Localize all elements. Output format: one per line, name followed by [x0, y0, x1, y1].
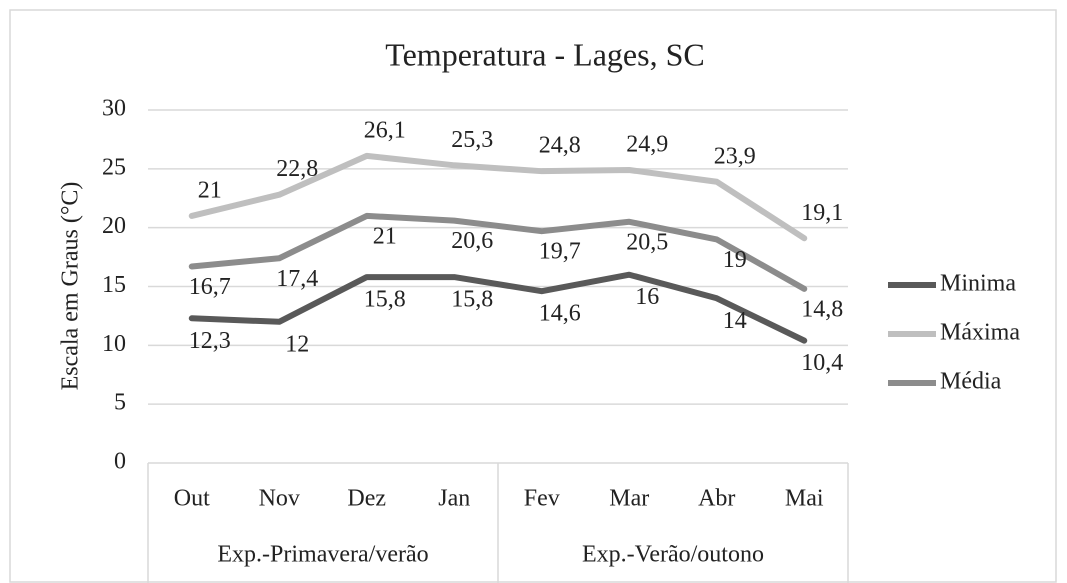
data-label: 20,6: [451, 228, 493, 254]
y-tick-label: 30: [102, 96, 126, 122]
group-label: Exp.-Verão/outono: [582, 542, 764, 568]
data-label: 22,8: [276, 156, 318, 182]
chart-title: Temperatura - Lages, SC: [385, 36, 704, 72]
data-label: 14,6: [539, 301, 581, 327]
x-tick-label: Jan: [438, 486, 470, 512]
data-label: 19: [723, 247, 747, 273]
y-tick-label: 10: [102, 331, 126, 357]
series-line: [188, 212, 808, 292]
chart-border: [9, 9, 1057, 583]
x-tick-label: Mai: [785, 486, 824, 512]
x-tick-label: Nov: [259, 486, 300, 512]
x-tick-label: Abr: [698, 486, 735, 512]
legend-label: Média: [940, 369, 1002, 395]
data-label: 12: [285, 331, 309, 357]
data-label: 12,3: [189, 328, 231, 354]
data-label: 24,9: [626, 132, 668, 158]
data-label: 15,8: [451, 287, 493, 313]
x-tick-label: Fev: [524, 486, 560, 512]
y-tick-label: 5: [114, 390, 126, 416]
data-label: 17,4: [276, 266, 318, 292]
data-label: 21: [373, 223, 397, 249]
y-axis-label: Escala em Graus (°C): [58, 182, 84, 391]
group-label: Exp.-Primavera/verão: [217, 542, 428, 568]
data-label: 14,8: [801, 296, 843, 322]
x-tick-label: Dez: [347, 486, 386, 512]
data-label: 26,1: [364, 117, 406, 143]
data-label: 23,9: [714, 143, 756, 169]
data-label: 19,7: [539, 239, 581, 265]
data-label: 24,8: [539, 133, 581, 159]
series-line: [188, 152, 808, 242]
legend-label: Máxima: [940, 320, 1020, 346]
y-tick-label: 20: [102, 213, 126, 239]
data-label: 14: [723, 308, 747, 334]
series-line: [188, 271, 808, 344]
x-tick-label: Mar: [609, 486, 649, 512]
data-label: 16: [635, 284, 659, 310]
legend-label: Minima: [940, 271, 1016, 297]
data-label: 20,5: [626, 229, 668, 255]
x-tick-label: Out: [174, 486, 210, 512]
y-tick-label: 0: [114, 449, 126, 475]
data-label: 15,8: [364, 287, 406, 313]
data-label: 10,4: [801, 350, 843, 376]
data-label: 19,1: [801, 200, 843, 226]
data-label: 21: [198, 177, 222, 203]
y-tick-label: 15: [102, 272, 126, 298]
y-tick-label: 25: [102, 154, 126, 180]
data-label: 16,7: [189, 274, 231, 300]
data-label: 25,3: [451, 127, 493, 153]
